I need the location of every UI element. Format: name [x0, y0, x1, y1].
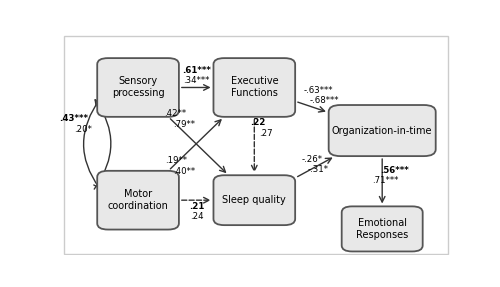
Text: .20*: .20* — [74, 125, 92, 134]
Text: .71***: .71*** — [372, 177, 399, 185]
FancyBboxPatch shape — [328, 105, 436, 156]
Text: -.31*: -.31* — [308, 165, 329, 174]
Text: Sensory
processing: Sensory processing — [112, 76, 164, 98]
Text: .40**: .40** — [172, 166, 195, 176]
Text: -.26*: -.26* — [302, 155, 323, 164]
Text: -.68***: -.68*** — [310, 96, 339, 105]
FancyBboxPatch shape — [97, 58, 179, 117]
FancyBboxPatch shape — [214, 58, 295, 117]
Text: .61***: .61*** — [182, 66, 211, 75]
Text: .27: .27 — [258, 129, 272, 137]
Text: Organization-in-time: Organization-in-time — [332, 126, 432, 135]
Text: .24: .24 — [190, 212, 203, 221]
Text: .43***: .43*** — [59, 114, 88, 123]
FancyBboxPatch shape — [97, 171, 179, 230]
Text: .34***: .34*** — [184, 76, 210, 85]
FancyBboxPatch shape — [342, 206, 422, 251]
Text: -.63***: -.63*** — [304, 86, 333, 95]
Text: .79**: .79** — [173, 120, 195, 129]
Text: .19**: .19** — [164, 156, 186, 165]
Text: .56***: .56*** — [380, 166, 410, 175]
Text: .22: .22 — [250, 118, 266, 127]
Text: Motor
coordination: Motor coordination — [108, 189, 168, 211]
Text: Executive
Functions: Executive Functions — [230, 76, 278, 98]
Text: Emotional
Responses: Emotional Responses — [356, 218, 408, 240]
Text: .42**: .42** — [164, 110, 186, 119]
Text: Sleep quality: Sleep quality — [222, 195, 286, 205]
Text: .21: .21 — [189, 202, 204, 211]
FancyBboxPatch shape — [214, 175, 295, 225]
